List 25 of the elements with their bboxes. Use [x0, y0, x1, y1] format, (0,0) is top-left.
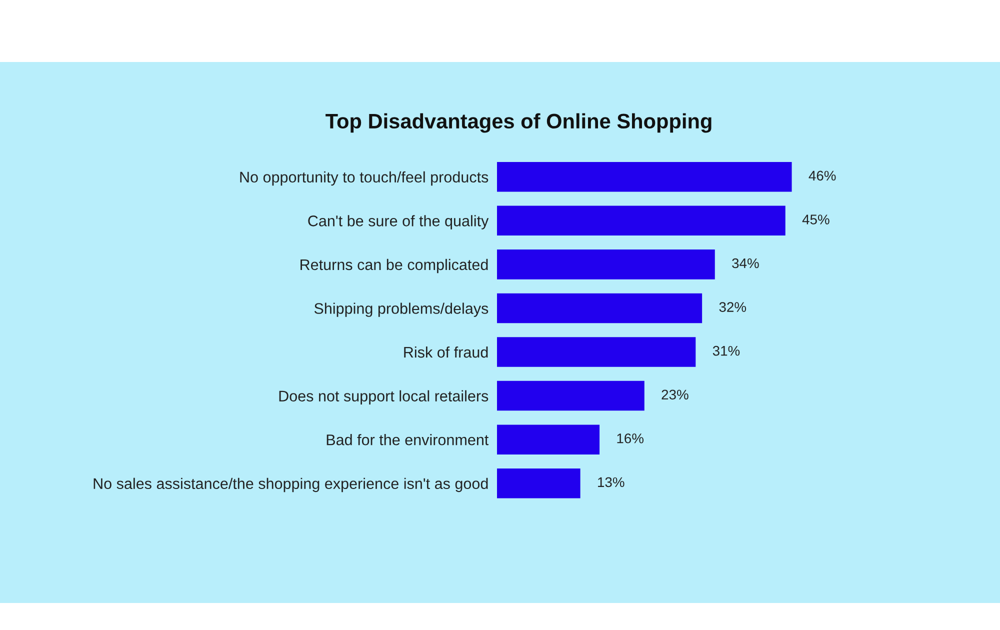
bar [497, 293, 702, 324]
bar [497, 162, 792, 192]
data-label: 16% [617, 433, 644, 444]
y-tick-label: Does not support local retailers [279, 390, 488, 405]
bar [497, 468, 580, 498]
data-label: 34% [732, 258, 759, 268]
y-tick-label: Risk of fraud [404, 346, 488, 358]
y-tick-label: Returns can be complicated [300, 258, 488, 274]
chart-title: Top Disadvantages of Online Shopping [326, 113, 712, 133]
data-label: 31% [712, 346, 740, 356]
data-label: 23% [662, 390, 688, 400]
data-label: 32% [719, 302, 746, 312]
y-tick-label: Shipping problems/delays [314, 302, 488, 317]
data-label: 13% [598, 477, 624, 488]
y-tick-label: Bad for the environment [326, 434, 489, 446]
data-label: 45% [802, 214, 830, 224]
bar [497, 380, 644, 411]
y-tick-label: No opportunity to touch/feel products [240, 171, 488, 186]
bar [497, 337, 696, 367]
bar [497, 250, 715, 280]
bar [497, 424, 600, 454]
data-label: 46% [808, 170, 836, 181]
y-tick-label: No sales assistance/the shopping experience isn't as good [94, 478, 488, 492]
bar [497, 206, 786, 236]
y-tick-label: Can't be sure of the quality [308, 215, 489, 230]
